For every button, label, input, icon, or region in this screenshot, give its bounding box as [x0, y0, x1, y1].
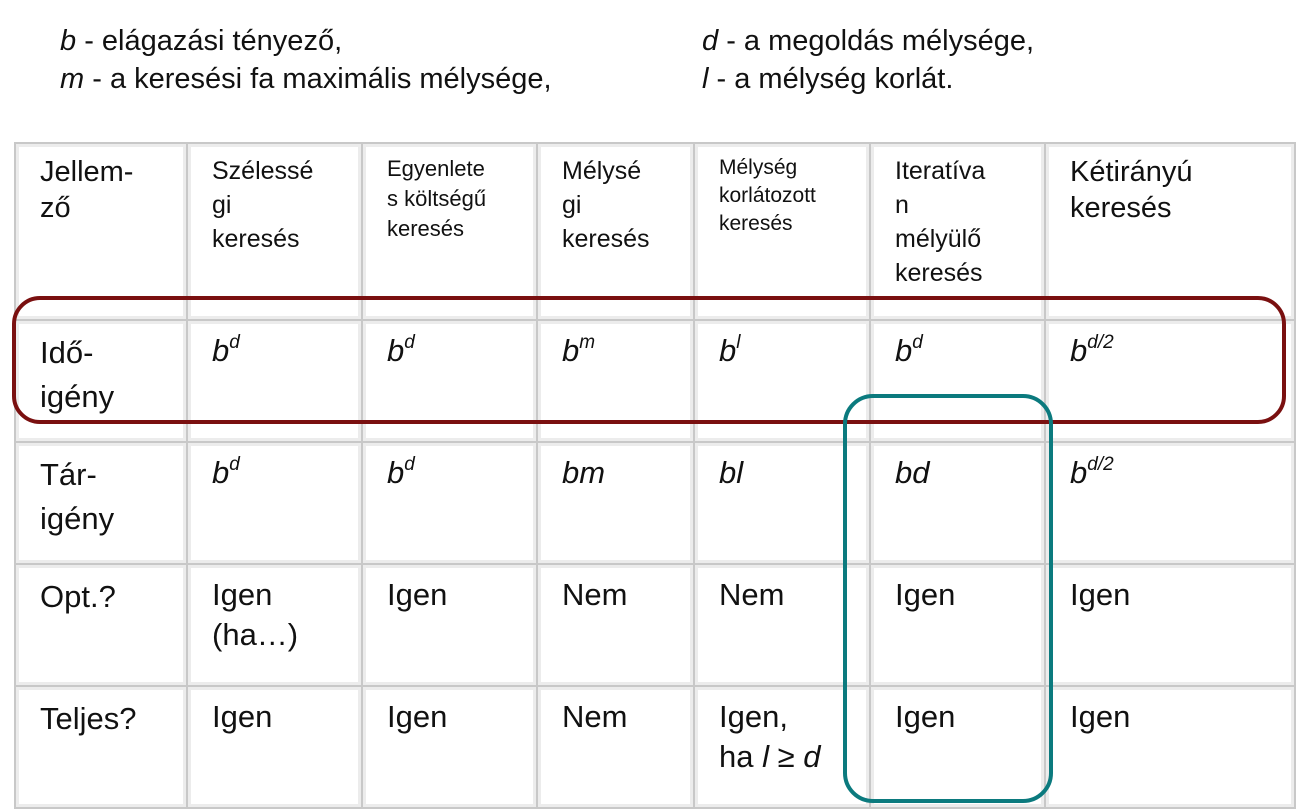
complete-row: Teljes? Igen Igen Nem Igen, ha l ≥ d Igen Igen	[16, 687, 1296, 809]
solution-depth-symbol: d	[803, 739, 821, 774]
time-dls-cell: bl	[695, 321, 871, 443]
optimal-row: Opt.? Igen (ha…) Igen Nem Nem Igen Igen	[16, 565, 1296, 687]
cell-value: Igen	[212, 699, 273, 734]
complexity-value: bl	[719, 332, 741, 368]
header-label: Iteratíva n mélyülő keresés	[895, 157, 986, 287]
cell-value: Igen	[1070, 699, 1131, 734]
optimal-label-cell: Opt.?	[16, 565, 188, 687]
legend-l-symbol: l	[702, 63, 709, 95]
cell-value: Igen	[387, 699, 448, 734]
space-label-cell: Tár-igény	[16, 443, 188, 565]
time-label-cell: Idő-igény	[16, 321, 188, 443]
space-bidirectional-cell: bd/2	[1046, 443, 1296, 565]
row-label: Tár-igény	[40, 457, 115, 536]
legend-m-symbol: m	[60, 63, 85, 95]
cell-value: Igen (ha…)	[212, 577, 299, 652]
time-row: Idő-igény bd bd bm bl bd bd/2	[16, 321, 1296, 443]
time-dfs-cell: bm	[538, 321, 695, 443]
header-cell-ids: Iteratíva n mélyülő keresés	[871, 144, 1046, 321]
header-row: Jellem-ző Szélessé gi keresés Egyenlete s k…	[16, 144, 1296, 321]
optimal-bidirectional-cell: Igen	[1046, 565, 1296, 687]
header-cell-feature: Jellem-ző	[16, 144, 188, 321]
optimal-ucs-cell: Igen	[363, 565, 538, 687]
time-ucs-cell: bd	[363, 321, 538, 443]
cell-value: Nem	[562, 577, 628, 612]
space-bfs-cell: bd	[188, 443, 363, 565]
cell-value: Igen	[895, 699, 956, 734]
complete-dls-cell: Igen, ha l ≥ d	[695, 687, 871, 809]
legend-right: d - a megoldás mélysége, l - a mélység k…	[702, 22, 1034, 98]
header-label: Szélessé gi keresés	[212, 157, 314, 253]
complexity-value: bm	[562, 332, 596, 368]
complexity-value: bd	[212, 454, 240, 490]
complete-bfs-cell: Igen	[188, 687, 363, 809]
header-label: Mélység korlátozott keresés	[719, 156, 816, 235]
space-dls-cell: bl	[695, 443, 871, 565]
exponent: m	[579, 332, 596, 353]
complexity-value: bm	[562, 455, 606, 490]
complexity-value: bd	[895, 332, 923, 368]
row-label: Teljes?	[40, 701, 137, 736]
optimal-dfs-cell: Nem	[538, 565, 695, 687]
header-cell-bidirectional: Kétirányú keresés	[1046, 144, 1296, 321]
header-label: Egyenlete s költségű keresés	[387, 156, 487, 241]
legend-b-symbol: b	[60, 25, 77, 57]
complete-ids-cell: Igen	[871, 687, 1046, 809]
optimal-ids-cell: Igen	[871, 565, 1046, 687]
complete-ucs-cell: Igen	[363, 687, 538, 809]
row-label: Opt.?	[40, 579, 116, 614]
space-row: Tár-igény bd bd bm bl bd bd/2	[16, 443, 1296, 565]
optimal-bfs-cell: Igen (ha…)	[188, 565, 363, 687]
complexity-value: bd/2	[1070, 454, 1114, 490]
time-ids-cell: bd	[871, 321, 1046, 443]
space-ucs-cell: bd	[363, 443, 538, 565]
complexity-value: bd	[895, 455, 930, 490]
exponent: d/2	[1087, 454, 1114, 475]
legend-d-text: - a megoldás mélysége,	[718, 25, 1035, 57]
cell-value: Nem	[719, 577, 785, 612]
legend-b-text: - elágazási tényező,	[76, 25, 343, 57]
complexity-value: bd/2	[1070, 332, 1114, 368]
header-cell-dls: Mélység korlátozott keresés	[695, 144, 871, 321]
header-cell-ucs: Egyenlete s költségű keresés	[363, 144, 538, 321]
complexity-value: bd	[212, 332, 240, 368]
cell-value: Igen	[1070, 577, 1131, 612]
exponent: d	[912, 332, 923, 353]
space-dfs-cell: bm	[538, 443, 695, 565]
time-bidirectional-cell: bd/2	[1046, 321, 1296, 443]
cell-value: Igen, ha l ≥ d	[719, 699, 821, 774]
complete-bidirectional-cell: Igen	[1046, 687, 1296, 809]
header-cell-dfs: Mélysé gi keresés	[538, 144, 695, 321]
legend-l-text: - a mélység korlát.	[708, 63, 954, 95]
complete-label-cell: Teljes?	[16, 687, 188, 809]
complexity-value: bd	[387, 454, 415, 490]
cell-value: Igen	[387, 577, 448, 612]
row-label: Idő-igény	[40, 335, 115, 414]
exponent: d	[404, 332, 415, 353]
exponent: l	[736, 332, 741, 353]
header-cell-bfs: Szélessé gi keresés	[188, 144, 363, 321]
time-bfs-cell: bd	[188, 321, 363, 443]
optimal-dls-cell: Nem	[695, 565, 871, 687]
header-label: Kétirányú keresés	[1070, 156, 1193, 224]
complexity-value: bl	[719, 455, 744, 490]
header-label: Jellem-ző	[40, 156, 134, 224]
complete-dfs-cell: Nem	[538, 687, 695, 809]
header-label: Mélysé gi keresés	[562, 157, 650, 253]
exponent: d	[229, 454, 240, 475]
legend-d-symbol: d	[702, 25, 719, 57]
exponent: d/2	[1087, 332, 1114, 353]
complexity-value: bd	[387, 332, 415, 368]
space-ids-cell: bd	[871, 443, 1046, 565]
legend-m-text: - a keresési fa maximális mélysége,	[84, 63, 552, 95]
depth-limit-symbol: l	[762, 739, 769, 774]
exponent: d	[229, 332, 240, 353]
legend-left: b - elágazási tényező, m - a keresési fa…	[60, 22, 552, 98]
cell-value: Nem	[562, 699, 628, 734]
search-comparison-table: Jellem-ző Szélessé gi keresés Egyenlete s k…	[14, 142, 1296, 809]
cell-value: Igen	[895, 577, 956, 612]
exponent: d	[404, 454, 415, 475]
